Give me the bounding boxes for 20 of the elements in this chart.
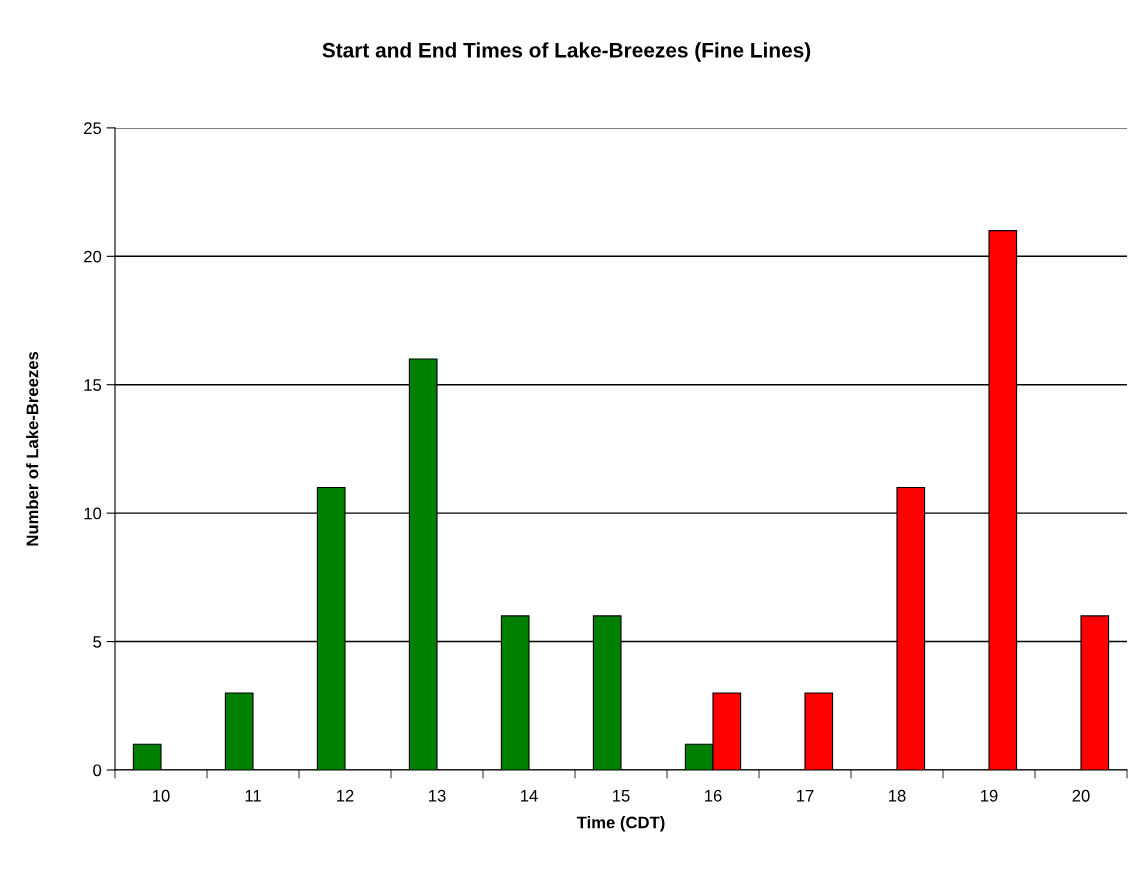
x-tick-label: 13 xyxy=(429,789,446,802)
x-tick-label: 12 xyxy=(337,789,354,802)
x-tick-label: 17 xyxy=(797,790,814,802)
x-tick-label: 16 xyxy=(705,789,722,802)
x-tick-label: 20 xyxy=(1072,789,1090,802)
y-axis-title: Number of Lake-Breezes xyxy=(26,351,39,546)
y-tick-label: 5 xyxy=(93,636,102,648)
y-tick-label: 10 xyxy=(84,507,102,520)
y-tick-label: 20 xyxy=(84,250,102,263)
chart-title: Start and End Times of Lake-Breezes (Fine Lines) xyxy=(322,42,811,62)
y-tick-label: 15 xyxy=(84,379,102,391)
x-tick-label: 10 xyxy=(153,789,170,802)
x-axis-title: Time (CDT) xyxy=(576,816,665,832)
x-tick-label: 15 xyxy=(613,790,630,802)
x-tick-label: 18 xyxy=(889,789,906,802)
x-tick-label: 11 xyxy=(245,790,261,802)
x-tick-label: 19 xyxy=(981,789,998,802)
x-tick-label: 14 xyxy=(521,790,538,802)
y-tick-label: 0 xyxy=(93,764,102,777)
y-tick-label: 25 xyxy=(84,122,102,135)
